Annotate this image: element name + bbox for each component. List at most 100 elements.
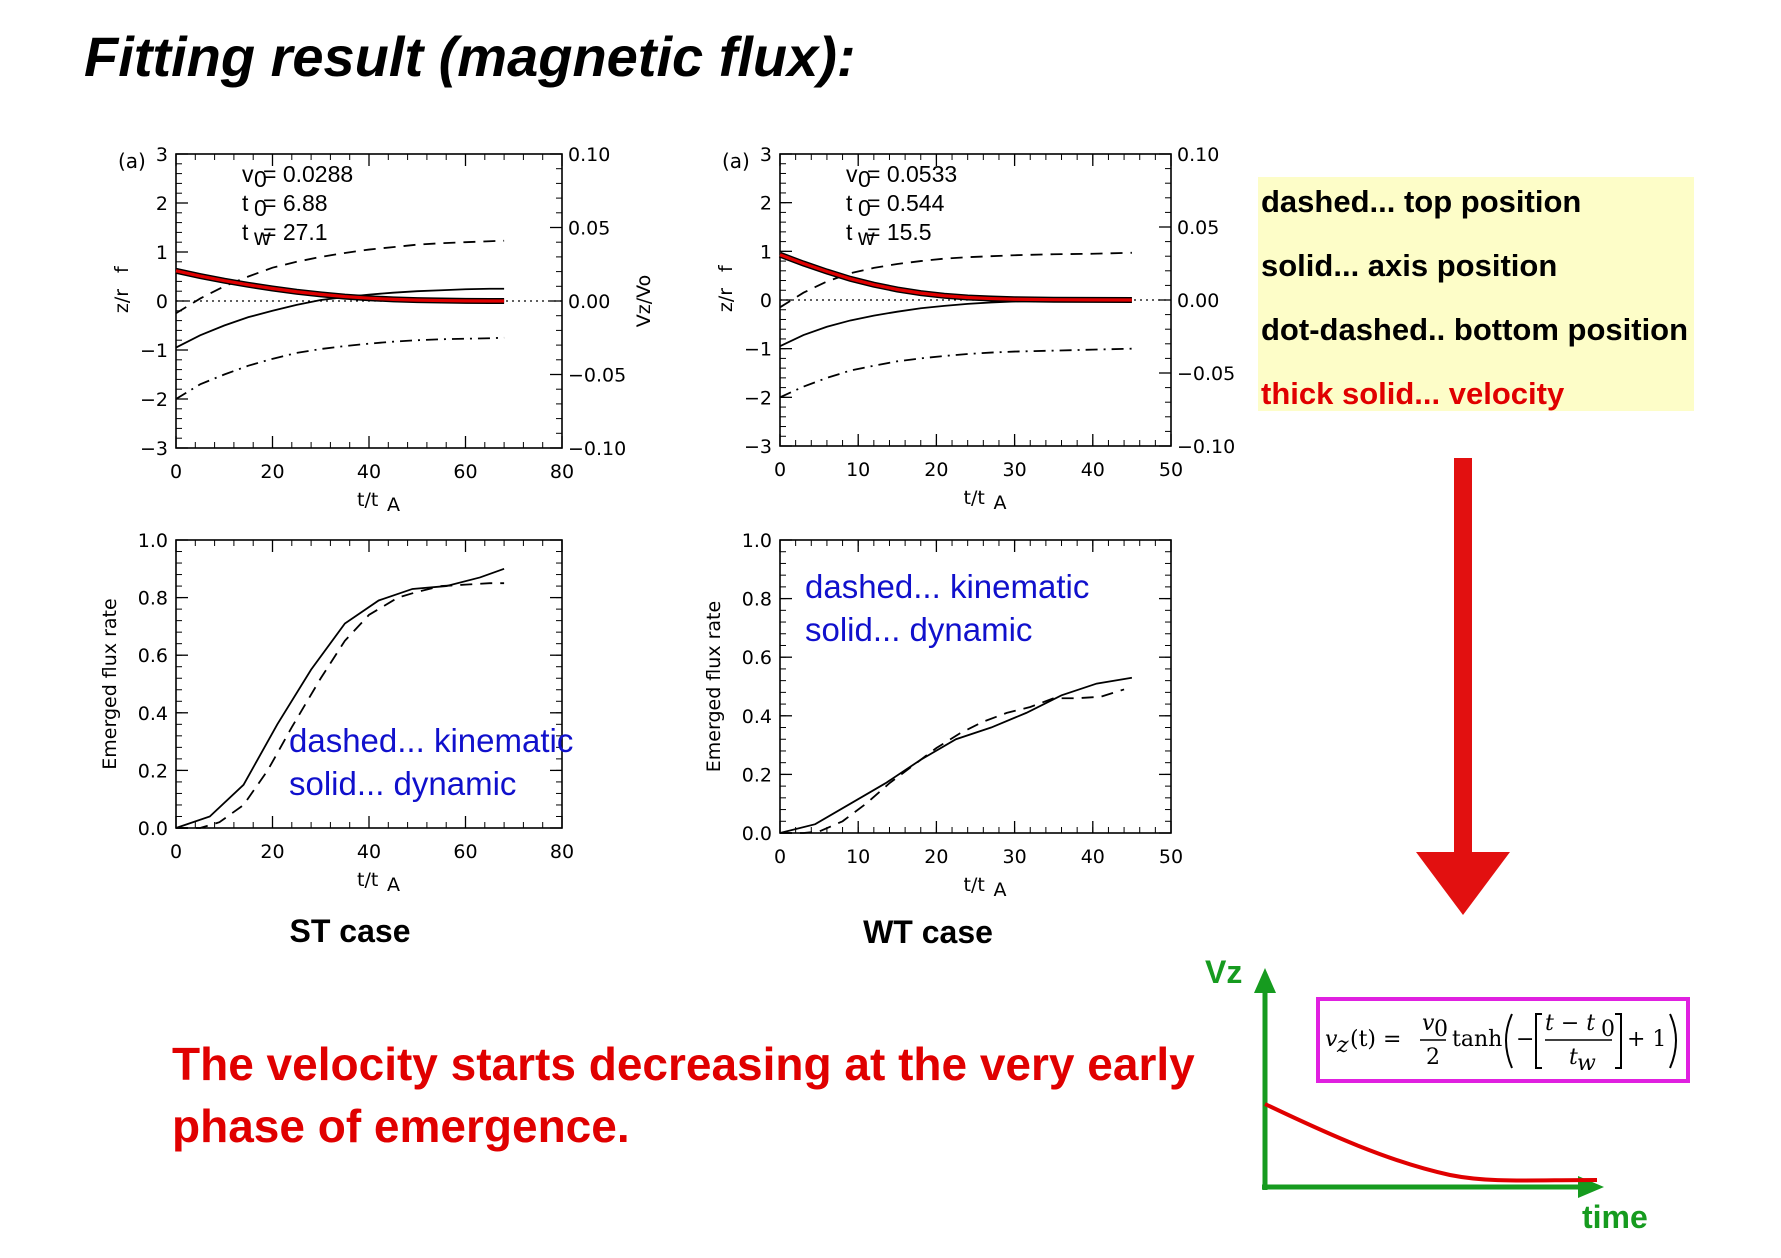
y2-tick-label: 0.00 (1177, 290, 1219, 312)
formula-tanh: tanh (1452, 1027, 1502, 1052)
formula-frac-num-sub: 0 (1601, 1017, 1615, 1042)
y-tick-label: 0 (760, 290, 772, 312)
param-symbol: t (846, 219, 853, 245)
x-tick-label: 40 (1081, 846, 1105, 868)
param-sub: 0 (254, 166, 267, 192)
formula-frac-den-sub: w (1577, 1051, 1596, 1076)
formula-sub-z: z (1336, 1033, 1349, 1058)
wt-case-label: WT case (863, 914, 993, 950)
x-tick-label: 50 (1159, 846, 1183, 868)
wt-annotation-dynamic: solid... dynamic (805, 611, 1032, 648)
y-tick-label: 0.8 (138, 588, 168, 610)
st-annotation-kinematic: dashed... kinematic (289, 722, 573, 759)
param-symbol: t (846, 190, 853, 216)
x-tick-label: 0 (774, 846, 786, 868)
dashed-series (779, 251, 1132, 309)
y-tick-label: 1 (156, 242, 168, 264)
param-value: = 6.88 (263, 190, 328, 216)
x-axis-label-sub: A (994, 879, 1007, 901)
st-annotation-dynamic: solid... dynamic (289, 765, 516, 802)
y-tick-label: −1 (140, 340, 168, 362)
x-tick-label: 0 (170, 461, 182, 483)
down-arrow-icon (1416, 458, 1510, 915)
y2-tick-label: 0.10 (568, 144, 610, 166)
solid-series (779, 676, 1133, 834)
x-tick-label: 80 (550, 841, 574, 863)
param-symbol: t (242, 219, 249, 245)
param-symbol: t (242, 190, 249, 216)
param-value: = 27.1 (263, 219, 328, 245)
dashed-series (780, 688, 1125, 834)
x-axis-label: t/t (964, 874, 985, 896)
y2-tick-label: −0.10 (1177, 436, 1235, 458)
legend-item-bottom: dot-dashed.. bottom position (1261, 312, 1688, 347)
legend-item-top: dashed... top position (1261, 184, 1581, 219)
formula-num-v: v (1422, 1011, 1435, 1036)
y-tick-label: 3 (156, 144, 168, 166)
wt-annotation-kinematic: dashed... kinematic (805, 568, 1089, 605)
y-axis-label-sub: f (111, 265, 133, 273)
param-sub: w (253, 224, 271, 250)
plot-frame (779, 539, 1172, 834)
y2-tick-label: 0.05 (568, 218, 610, 240)
y-tick-label: 0.6 (742, 647, 772, 669)
conclusion-line-2: phase of emergence. (172, 1100, 630, 1152)
legend-box (1258, 177, 1694, 411)
y-tick-label: 0.0 (742, 823, 772, 845)
panel-tag: (a) (118, 149, 146, 173)
x-tick-label: 50 (1159, 459, 1183, 481)
legend-item-axis: solid... axis position (1261, 248, 1557, 283)
param-value: = 0.0288 (263, 161, 353, 187)
y2-tick-label: −0.05 (1177, 363, 1235, 385)
y-tick-label: 0.4 (742, 706, 772, 728)
x-tick-label: 30 (1003, 846, 1027, 868)
y-axis-label: z/r (715, 288, 737, 312)
sketch-velocity-curve (1264, 1102, 1598, 1183)
sketch-x-label: time (1582, 1199, 1648, 1235)
formula-lhs-t: (t) = (1350, 1027, 1401, 1052)
y-tick-label: 0.0 (138, 818, 168, 840)
param-sub: 0 (858, 195, 871, 221)
formula-den: 2 (1426, 1045, 1440, 1070)
solid-series (175, 567, 505, 829)
param-value: = 0.544 (867, 190, 945, 216)
svg-text:−: − (1516, 1027, 1534, 1052)
x-tick-label: 80 (550, 461, 574, 483)
y-axis-label-sub: f (715, 264, 737, 272)
x-axis-label-sub: A (387, 874, 400, 896)
dotdash-series (779, 347, 1132, 399)
solid-series (779, 299, 1132, 348)
velocity-formula: v z (t) = v 0 2 tanh − t − t 0 t w + 1 (1325, 1011, 1677, 1076)
velocity-series-shadow (778, 251, 1132, 303)
x-tick-label: 0 (774, 459, 786, 481)
y-tick-label: 0.2 (138, 760, 168, 782)
y-tick-label: 2 (760, 193, 772, 215)
y-tick-label: 0.6 (138, 645, 168, 667)
param-sub: w (857, 224, 875, 250)
param-value: = 15.5 (867, 219, 932, 245)
y-axis-label: Emerged flux rate (703, 601, 725, 772)
x-tick-label: 40 (1081, 459, 1105, 481)
x-tick-label: 20 (260, 841, 284, 863)
formula-frac-num: t − t (1545, 1011, 1595, 1036)
y-tick-label: 1 (760, 241, 772, 263)
x-tick-label: 0 (170, 841, 182, 863)
panel-tag: (a) (722, 149, 750, 173)
y2-tick-label: 0.10 (1177, 144, 1219, 166)
x-tick-label: 10 (846, 459, 870, 481)
y-tick-label: 0.2 (742, 764, 772, 786)
formula-plus-one: + 1 (1627, 1027, 1666, 1052)
y-axis-label: z/r (111, 289, 133, 313)
wt-position-chart: 0 10 20 30 40 50 t/t A −3 −2 −1 0 1 2 3 z/r f −0.10 −0.05 0… (715, 144, 1235, 514)
x-axis-label-sub: A (387, 494, 400, 516)
dotdash-series (175, 336, 505, 400)
y-tick-label: 0 (156, 291, 168, 313)
x-tick-label: 60 (453, 841, 477, 863)
x-tick-label: 40 (357, 461, 381, 483)
x-tick-label: 10 (846, 846, 870, 868)
param-sub: 0 (858, 166, 871, 192)
param-symbol: v (846, 161, 858, 187)
y2-axis-label: Vz/Vo (633, 275, 655, 328)
x-tick-label: 30 (1003, 459, 1027, 481)
